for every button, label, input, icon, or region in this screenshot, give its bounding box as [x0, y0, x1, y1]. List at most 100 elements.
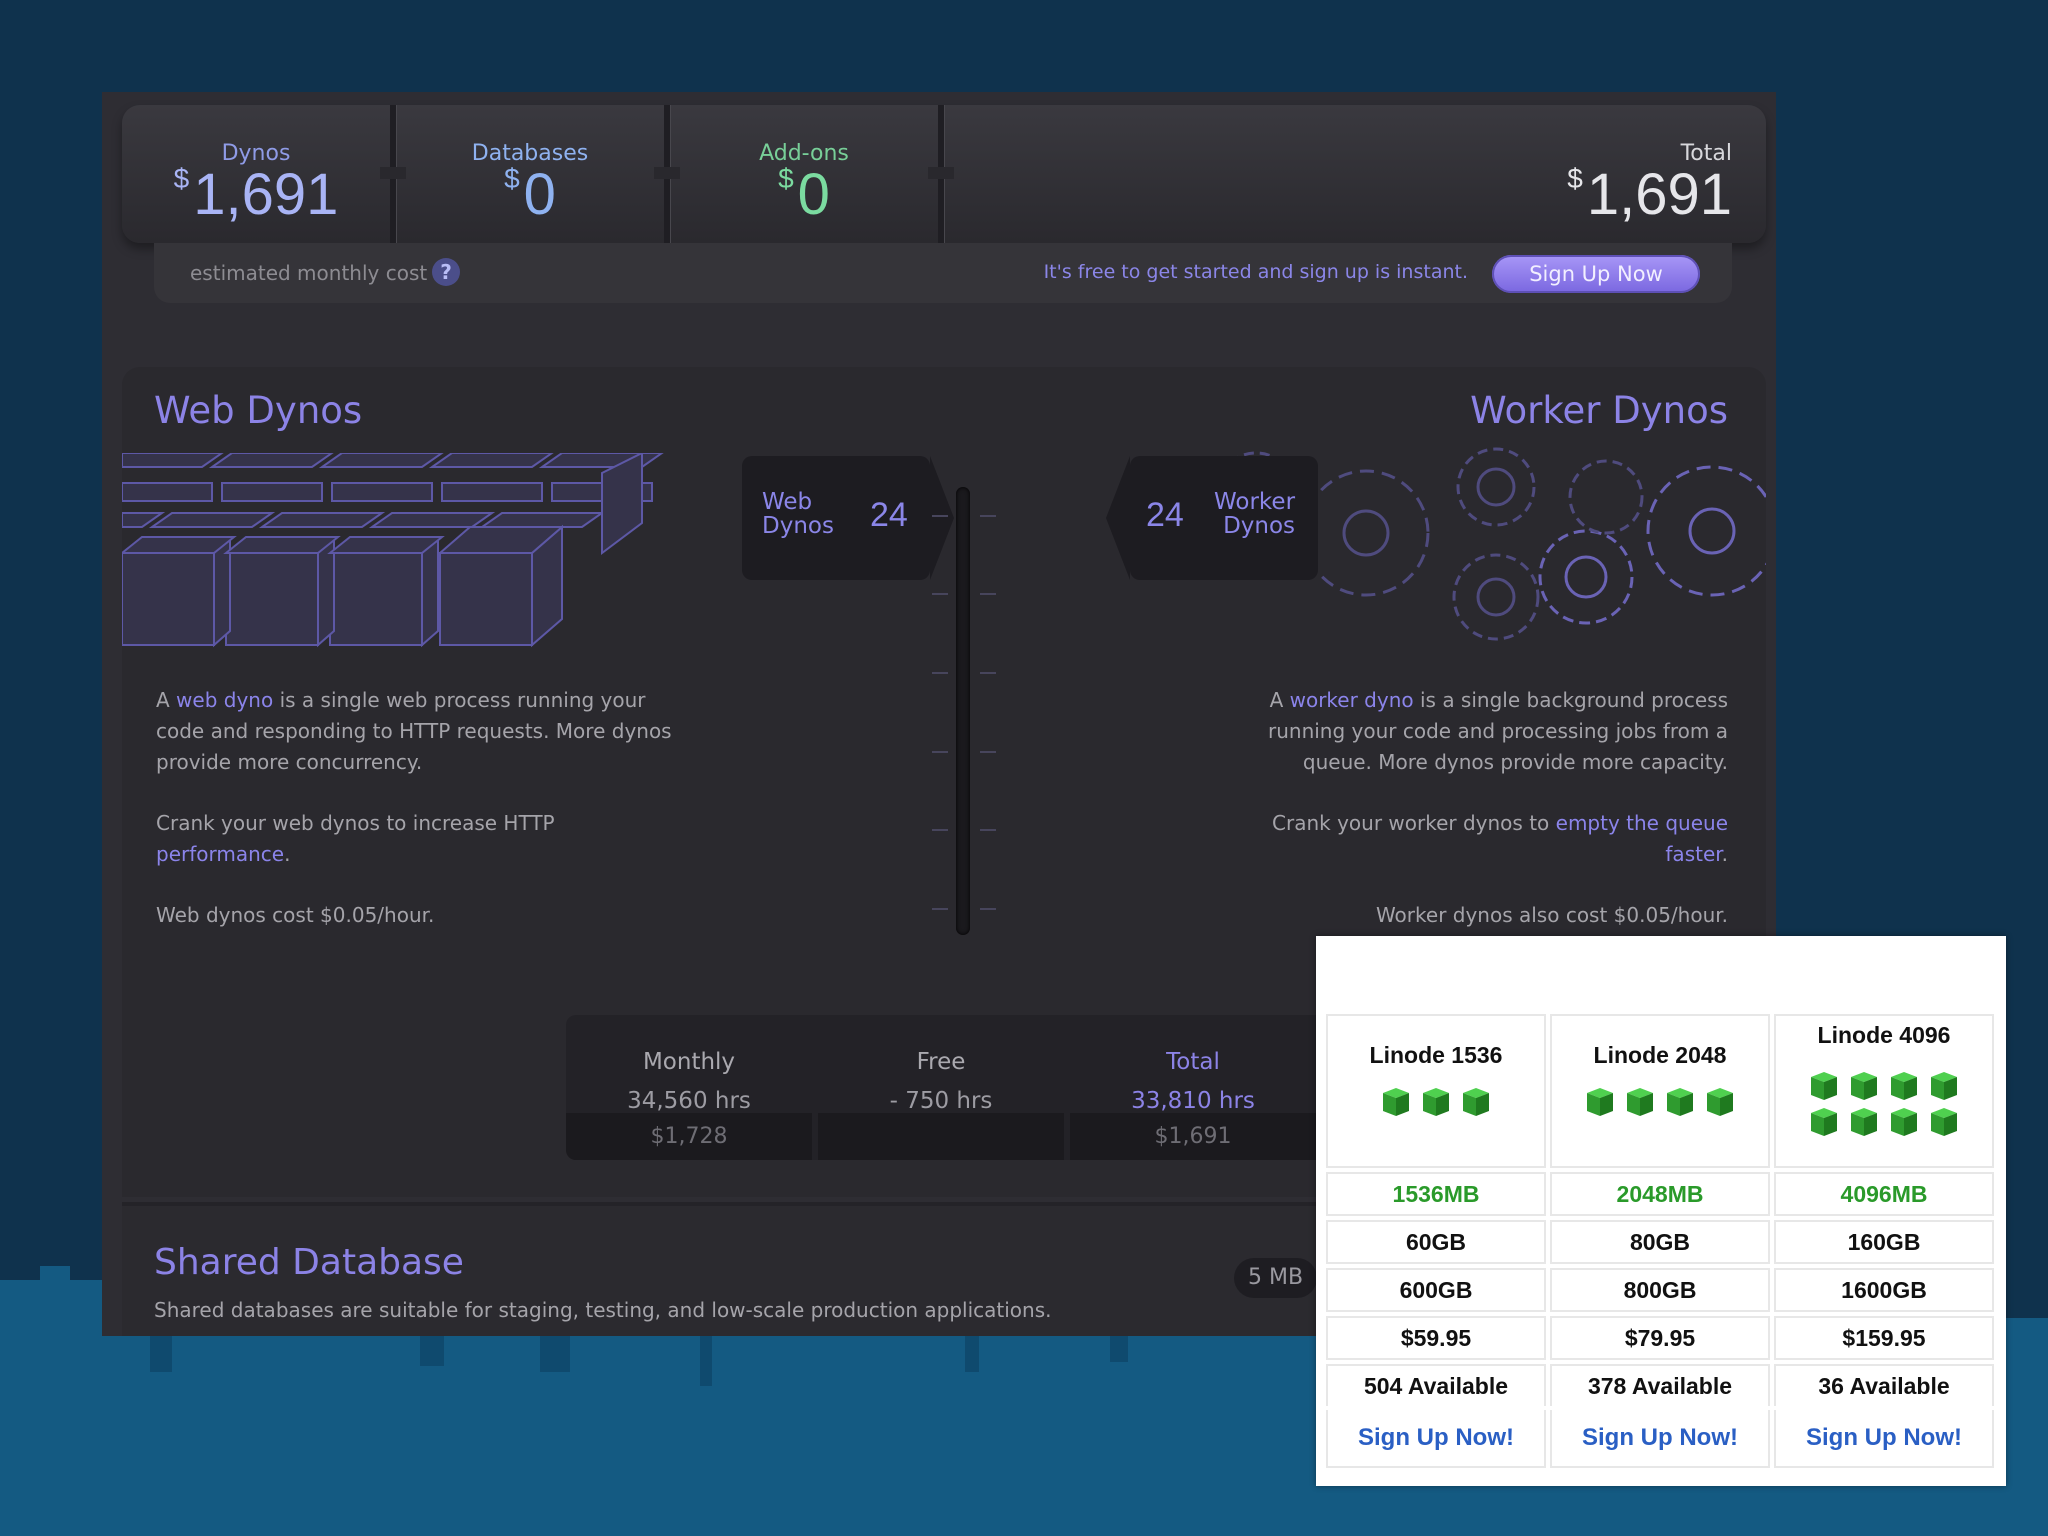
dynos-cost: Dynos $1,691 — [122, 105, 390, 243]
green-cube-icon — [1887, 1107, 1921, 1137]
plan-availability: 378 Available — [1550, 1364, 1770, 1406]
server-cubes-icon — [122, 453, 664, 648]
web-dyno-definition: A web dyno is a single web process runni… — [156, 688, 672, 774]
hours-free-value: - 750 hrs — [889, 1088, 993, 1114]
performance-link[interactable]: performance — [156, 842, 285, 866]
total-cost-label: Total — [1680, 141, 1732, 166]
plan-transfer: 800GB — [1550, 1268, 1770, 1312]
plan-ram: 4096MB — [1774, 1172, 1994, 1216]
plan-header: Linode 1536 — [1326, 1014, 1546, 1168]
worker-dynos-box-label: Worker Dynos — [1214, 489, 1296, 539]
plan-sign-up-link[interactable]: Sign Up Now! — [1774, 1410, 1994, 1468]
slider-tick — [932, 829, 948, 831]
plan-transfer: 600GB — [1326, 1268, 1546, 1312]
hours-monthly-value: 34,560 hrs — [627, 1088, 751, 1114]
web-dynos-box-label: Web Dynos — [762, 489, 834, 539]
empty-the-queue-link[interactable]: empty the queue faster — [1555, 811, 1728, 866]
hours-total: Total 33,810 hrs $1,691 — [1070, 1015, 1316, 1160]
hours-total-label: Total — [1166, 1049, 1220, 1075]
hours-free-label: Free — [916, 1049, 966, 1075]
cost-summary-bar: Dynos $1,691 Databases $0 Add-ons $0 Tot… — [122, 105, 1766, 243]
worker-dynos-counter[interactable]: 24 Worker Dynos — [1106, 456, 1318, 580]
shared-database-title: Shared Database — [154, 1242, 464, 1283]
shared-database-description: Shared databases are suitable for stagin… — [154, 1298, 1052, 1322]
hours-monthly: Monthly 34,560 hrs $1,728 — [566, 1015, 812, 1160]
databases-cost: Databases $0 — [396, 105, 664, 243]
slider-tick — [932, 593, 948, 595]
free-signup-text: It's free to get started and sign up is … — [1043, 261, 1468, 283]
plan-transfer: 1600GB — [1774, 1268, 1994, 1312]
arrow-right-icon — [930, 456, 954, 580]
web-dynos-count: 24 — [870, 496, 908, 534]
green-cube-icon — [1379, 1087, 1413, 1117]
plan-header: Linode 4096 — [1774, 1014, 1994, 1168]
green-cube-icon — [1927, 1071, 1961, 1101]
plan-availability: 36 Available — [1774, 1364, 1994, 1406]
plan-sign-up-link[interactable]: Sign Up Now! — [1550, 1410, 1770, 1468]
slider-tick — [932, 672, 948, 674]
green-cube-icon — [1703, 1087, 1737, 1117]
plan-sign-up-link[interactable]: Sign Up Now! — [1326, 1410, 1546, 1468]
estimated-monthly-cost-label: estimated monthly cost — [190, 261, 428, 285]
cost-divider — [654, 105, 680, 243]
total-cost-value: $1,691 — [1567, 162, 1732, 227]
slider-tick — [980, 908, 996, 910]
web-dyno-cost-text: Web dynos cost $0.05/hour. — [156, 903, 435, 927]
cost-divider — [380, 105, 406, 243]
help-icon[interactable]: ? — [432, 258, 460, 286]
addons-cost-value: $0 — [778, 162, 830, 227]
plan-price: $79.95 — [1550, 1316, 1770, 1360]
plan-cubes-icon — [1379, 1087, 1493, 1117]
plan-disk: 160GB — [1774, 1220, 1994, 1264]
hours-monthly-label: Monthly — [642, 1049, 736, 1075]
dynos-cost-value: $1,691 — [173, 162, 339, 227]
databases-cost-label: Databases — [471, 141, 589, 166]
slider-tick — [980, 593, 996, 595]
arrow-left-icon — [1106, 456, 1130, 580]
slider-tick — [932, 908, 948, 910]
linode-plans-table: Linode 1536 Linode 2048 Linode 4096 1536… — [1316, 936, 2006, 1486]
worker-dyno-link[interactable]: worker dyno — [1289, 688, 1414, 712]
worker-dynos-title: Worker Dynos — [1470, 389, 1728, 432]
web-dynos-title: Web Dynos — [154, 389, 363, 432]
cost-divider — [928, 105, 954, 243]
green-cube-icon — [1663, 1087, 1697, 1117]
plan-ram: 1536MB — [1326, 1172, 1546, 1216]
dyno-slider-track[interactable] — [956, 487, 970, 935]
green-cube-icon — [1419, 1087, 1453, 1117]
plan-cubes-icon — [1583, 1087, 1737, 1117]
plan-cubes-icon — [1807, 1071, 1961, 1137]
green-cube-icon — [1807, 1071, 1841, 1101]
plan-name: Linode 4096 — [1817, 1022, 1951, 1048]
plan-disk: 60GB — [1326, 1220, 1546, 1264]
estimated-cost-bar: estimated monthly cost ? It's free to ge… — [154, 243, 1732, 303]
worker-dynos-count: 24 — [1146, 496, 1184, 534]
worker-dynos-description: A worker dyno is a single background pro… — [1248, 685, 1728, 961]
plan-price: $59.95 — [1326, 1316, 1546, 1360]
worker-dyno-cost-text: Worker dynos also cost $0.05/hour. — [1375, 903, 1728, 927]
slider-tick — [980, 515, 996, 517]
green-cube-icon — [1459, 1087, 1493, 1117]
web-dyno-crank-text: Crank your web dynos to increase HTTP pe… — [156, 811, 555, 866]
hours-free: Free - 750 hrs — [818, 1015, 1064, 1160]
green-cube-icon — [1847, 1107, 1881, 1137]
hours-free-cost — [818, 1113, 1064, 1160]
green-cube-icon — [1927, 1107, 1961, 1137]
worker-dyno-definition: A worker dyno is a single background pro… — [1268, 688, 1728, 774]
web-dynos-counter[interactable]: Web Dynos 24 — [742, 456, 954, 580]
green-cube-icon — [1847, 1071, 1881, 1101]
web-dyno-link[interactable]: web dyno — [176, 688, 274, 712]
green-cube-icon — [1887, 1071, 1921, 1101]
database-size-badge[interactable]: 5 MB — [1234, 1258, 1318, 1298]
slider-tick — [932, 515, 948, 517]
dynos-cost-label: Dynos — [221, 141, 291, 166]
slider-tick — [980, 751, 996, 753]
plan-header: Linode 2048 — [1550, 1014, 1770, 1168]
web-dynos-description: A web dyno is a single web process runni… — [156, 685, 676, 961]
plan-ram: 2048MB — [1550, 1172, 1770, 1216]
plan-name: Linode 1536 — [1369, 1042, 1503, 1068]
sign-up-now-button[interactable]: Sign Up Now — [1492, 255, 1700, 293]
hours-monthly-cost: $1,728 — [566, 1113, 812, 1160]
plan-price: $159.95 — [1774, 1316, 1994, 1360]
slider-tick — [980, 672, 996, 674]
